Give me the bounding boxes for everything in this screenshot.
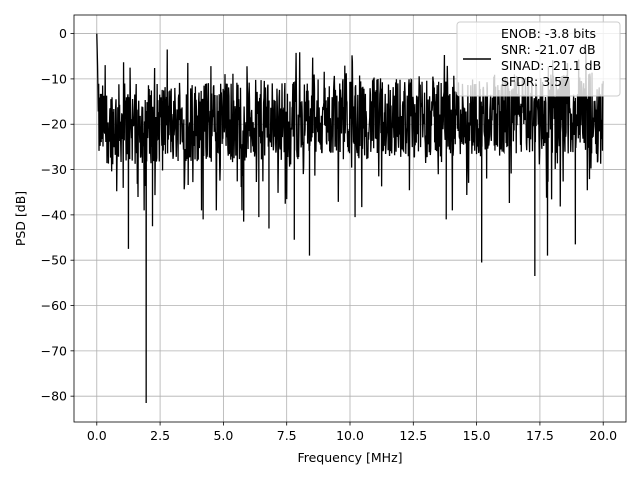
x-tick-label: 10.0 <box>336 428 364 443</box>
y-axis-label: PSD [dB] <box>13 191 28 246</box>
series-layer <box>96 33 604 403</box>
x-tick-label: 17.5 <box>526 428 554 443</box>
x-tick-label: 20.0 <box>589 428 617 443</box>
psd-series-line <box>96 33 604 403</box>
y-tick-label: −80 <box>41 389 67 404</box>
legend: ENOB: -3.8 bits SNR: -21.07 dB SINAD: -2… <box>456 21 621 97</box>
legend-sfdr: SFDR: 3.57 <box>501 74 570 89</box>
x-tick-label: 0.0 <box>87 428 107 443</box>
x-tick-label: 12.5 <box>399 428 427 443</box>
ticks: 0.0 2.5 5.0 7.5 10.0 12.5 15.0 17.5 20.0 0 −10 −20 −… <box>41 26 618 443</box>
legend-sinad: SINAD: -21.1 dB <box>501 58 601 73</box>
y-tick-label: −50 <box>41 253 67 268</box>
legend-snr: SNR: -21.07 dB <box>501 42 596 57</box>
x-axis-label: Frequency [MHz] <box>297 450 402 465</box>
x-tick-label: 5.0 <box>213 428 233 443</box>
x-tick-label: 7.5 <box>277 428 297 443</box>
y-tick-label: −70 <box>41 343 67 358</box>
y-tick-label: −60 <box>41 298 67 313</box>
x-tick-label: 15.0 <box>463 428 491 443</box>
y-tick-label: −10 <box>41 71 67 86</box>
legend-box <box>456 21 621 97</box>
y-tick-label: 0 <box>59 26 67 41</box>
x-tick-label: 2.5 <box>150 428 170 443</box>
y-tick-label: −30 <box>41 162 67 177</box>
y-tick-label: −20 <box>41 117 67 132</box>
y-tick-label: −40 <box>41 207 67 222</box>
legend-enob: ENOB: -3.8 bits <box>501 26 596 41</box>
